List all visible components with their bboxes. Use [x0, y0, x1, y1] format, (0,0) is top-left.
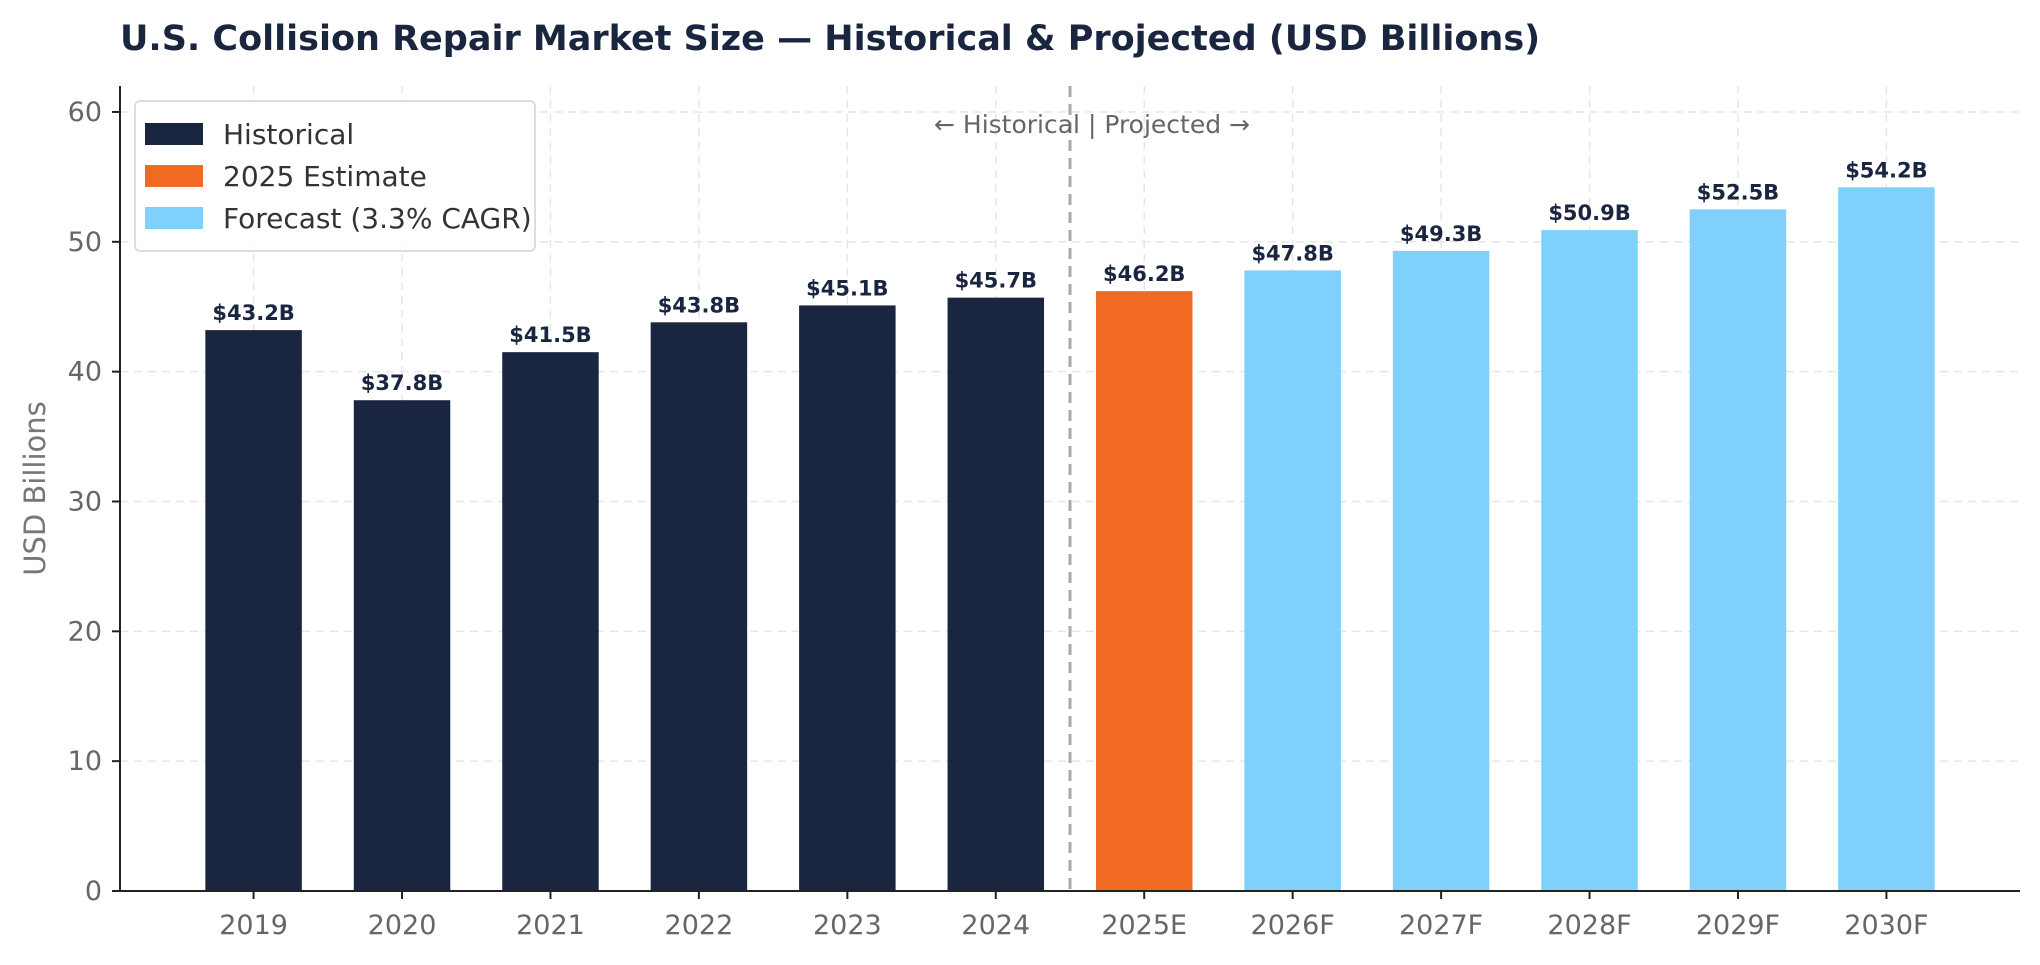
y-tick-label: 30 — [68, 486, 102, 517]
x-tick-label: 2019 — [219, 910, 288, 941]
legend-box — [134, 100, 536, 252]
y-tick-label: 40 — [68, 357, 102, 388]
bar-forecast — [1838, 187, 1935, 892]
legend: Historical 2025 Estimate Forecast (3.3% CA… — [134, 100, 536, 252]
bar-historical — [947, 297, 1045, 891]
legend-swatch-historical — [145, 123, 203, 145]
y-tick-label: 20 — [68, 616, 102, 647]
bar-forecast — [1244, 270, 1341, 891]
legend-label-forecast: Forecast (3.3% CAGR) — [223, 202, 532, 235]
chart-title: U.S. Collision Repair Market Size — Hist… — [120, 19, 1540, 59]
bar-value-label: $54.2B — [1845, 158, 1927, 182]
x-tick-label: 2021 — [516, 910, 585, 941]
bar-historical — [205, 330, 302, 891]
legend-swatch-forecast — [145, 207, 203, 229]
x-tick-label: 2023 — [813, 910, 882, 941]
bar-value-label: $43.2B — [212, 301, 294, 325]
legend-label-historical: Historical — [223, 118, 354, 151]
bar-value-label: $50.9B — [1548, 201, 1630, 225]
bar-value-label: $45.7B — [955, 269, 1037, 293]
y-axis-ticks: 0 10 20 30 40 50 60 — [68, 97, 120, 907]
x-tick-label: 2029F — [1696, 910, 1780, 941]
bar-value-label: $45.1B — [806, 276, 888, 300]
value-labels-layer: $43.2B $37.8B $41.5B $43.8B $45.1B $45.7B $46.… — [212, 158, 1927, 395]
y-axis-title: USD Billions — [18, 401, 52, 576]
bar-historical — [799, 305, 896, 891]
y-tick-label: 60 — [68, 97, 102, 128]
bar-value-label: $52.5B — [1697, 180, 1779, 204]
y-tick-label: 0 — [85, 876, 102, 907]
bar-estimate — [1095, 291, 1193, 892]
projection-divider-label: ← Historical | Projected → — [934, 110, 1250, 139]
legend-swatch-estimate — [145, 165, 203, 187]
bar-value-label: $49.3B — [1400, 222, 1482, 246]
x-tick-label: 2030F — [1844, 910, 1928, 941]
bar-value-label: $43.8B — [658, 293, 740, 317]
bar-historical — [502, 352, 599, 892]
y-tick-label: 50 — [68, 227, 102, 258]
y-tick-label: 10 — [68, 746, 102, 777]
bar-value-label: $37.8B — [361, 371, 443, 395]
x-axis-ticks: 2019 2020 2021 2022 2023 2024 2025E 2026F 2027F 2… — [219, 891, 1929, 941]
x-tick-label: 2022 — [665, 910, 734, 941]
x-tick-label: 2024 — [961, 910, 1030, 941]
x-tick-label: 2027F — [1399, 910, 1483, 941]
axes-layer — [119, 86, 2020, 892]
bar-forecast — [1689, 209, 1787, 891]
bar-historical — [650, 322, 748, 891]
x-tick-label: 2026F — [1251, 910, 1335, 941]
bar-value-label: $41.5B — [509, 323, 591, 347]
bar-value-label: $47.8B — [1251, 241, 1333, 265]
x-tick-label: 2025E — [1101, 910, 1187, 941]
divider-layer: ← Historical | Projected → — [934, 86, 1250, 891]
x-tick-label: 2028F — [1547, 910, 1631, 941]
legend-label-estimate: 2025 Estimate — [223, 160, 427, 193]
bar-value-label: $46.2B — [1103, 262, 1185, 286]
bar-forecast — [1392, 250, 1490, 892]
bars-layer — [205, 187, 1935, 892]
bar-forecast — [1541, 230, 1638, 891]
bar-historical — [353, 400, 451, 891]
x-tick-label: 2020 — [368, 910, 437, 941]
